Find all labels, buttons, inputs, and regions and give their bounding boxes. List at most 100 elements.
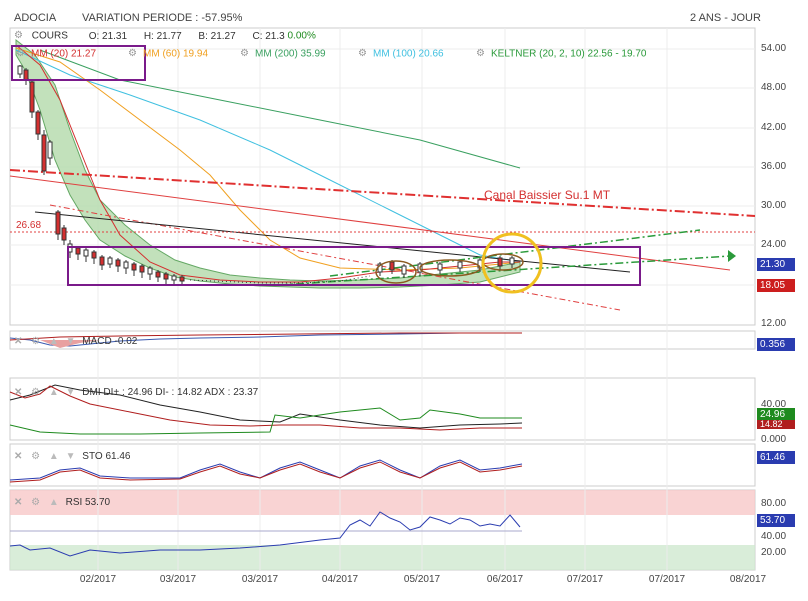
dmi-tick: 0.000 (761, 434, 787, 445)
dmi-title: DMI DI+ : 24.96 DI- : 14.82 ADX : 23.37 (82, 387, 259, 398)
indicator-mm20[interactable]: ⚙ MM (20) 21.27 (16, 48, 96, 60)
close-icon[interactable]: ✕ (14, 497, 23, 508)
close-icon[interactable]: ✕ (14, 336, 23, 347)
sto-title-row: ✕ ⚙ ▲ ▼ STO 61.46 (14, 451, 130, 462)
macd-title: MACD -0.02 (82, 336, 138, 347)
gear-icon[interactable]: ⚙ (476, 48, 485, 59)
arrow-up-icon[interactable]: ▲ (48, 451, 59, 462)
sto-d-line (9, 461, 523, 483)
quote-open: O: 21.31 (88, 30, 128, 42)
dmi-tick: 40.00 (761, 399, 787, 410)
sto-title: STO 61.46 (82, 451, 131, 462)
rsi-title: RSI 53.70 (65, 497, 111, 508)
macd-histogram (40, 340, 100, 348)
di-minus-line (9, 385, 522, 431)
gear-icon[interactable]: ⚙ (14, 30, 23, 41)
gear-icon[interactable]: ⚙ (128, 48, 137, 59)
rsi-line (9, 511, 521, 557)
gear-icon[interactable]: ⚙ (16, 48, 25, 59)
rsi-title-row: ✕ ⚙ ▲ RSI 53.70 (14, 497, 110, 508)
mm60-line (15, 47, 521, 271)
ticker-label: ADOCIA (14, 12, 57, 24)
price-tag-current: 21.30 (757, 258, 795, 271)
quote-row: ⚙ COURS O: 21.31 H: 21.77 B: 21.27 C: 21… (14, 30, 316, 42)
period-label[interactable]: 2 ANS - JOUR (690, 12, 761, 24)
indicator-mm20-label: MM (20) 21.27 (31, 48, 97, 60)
arrow-down-icon[interactable]: ▼ (65, 387, 76, 398)
price-tick: 24.00 (761, 239, 787, 250)
candle-dots (189, 275, 371, 284)
sto-tag: 61.46 (757, 451, 795, 464)
quote-close: C: 21.3 (252, 30, 285, 42)
indicator-mm60-label: MM (60) 19.94 (143, 48, 209, 60)
macd-title-row: ✕ ⚙ ▲ ▼ MACD -0.02 (14, 336, 137, 347)
rsi-tick: 80.00 (761, 498, 787, 509)
candlesticks (17, 65, 515, 285)
channel-annotation: Canal Baissier Su.1 MT (484, 188, 611, 202)
channel-lower-line (49, 204, 621, 311)
gear-icon[interactable]: ⚙ (31, 387, 41, 398)
dmi-title-row: ✕ ⚙ ▲ ▼ DMI DI+ : 24.96 DI- : 14.82 ADX … (14, 387, 258, 398)
x-tick: 02/2017 (79, 574, 117, 585)
quote-low: B: 21.27 (198, 30, 236, 42)
x-tick: 08/2017 (729, 574, 767, 585)
arrow-up-icon[interactable]: ▲ (48, 387, 59, 398)
arrow-up-icon[interactable]: ▲ (48, 336, 59, 347)
quote-high: H: 21.77 (143, 30, 182, 42)
gear-icon[interactable]: ⚙ (358, 48, 367, 59)
x-tick: 07/2017 (566, 574, 604, 585)
gear-icon[interactable]: ⚙ (240, 48, 249, 59)
vertical-grid (97, 28, 668, 570)
x-tick: 06/2017 (486, 574, 524, 585)
sto-k-line (9, 459, 523, 481)
x-tick: 04/2017 (321, 574, 359, 585)
indicator-mm60[interactable]: ⚙ MM (60) 19.94 (128, 48, 208, 60)
indicator-mm100[interactable]: ⚙ MM (100) 20.66 (358, 48, 444, 60)
consolidation-box (67, 246, 641, 286)
highlight-circle (481, 232, 543, 294)
keltner-band (15, 38, 521, 289)
macd-signal-line (9, 332, 522, 341)
pattern-ellipse-2 (419, 259, 481, 277)
resistance-line (34, 211, 631, 273)
variation-label: VARIATION PERIODE : -57.95% (82, 12, 243, 24)
price-tag-support: 18.05 (757, 279, 795, 292)
gear-icon[interactable]: ⚙ (31, 497, 41, 508)
x-tick: 03/2017 (159, 574, 197, 585)
price-tick: 30.00 (761, 200, 787, 211)
dmi-tag-plus: 24.96 (757, 408, 795, 421)
trend-arrow-icon (728, 250, 736, 262)
sto-panel (9, 443, 756, 487)
indicator-keltner[interactable]: ⚙ KELTNER (20, 2, 10) 22.56 - 19.70 (476, 48, 646, 60)
adx-line (9, 384, 523, 429)
price-tick: 48.00 (761, 82, 787, 93)
rsi-overbought-zone (10, 490, 755, 515)
x-tick: 05/2017 (403, 574, 441, 585)
arrow-down-icon[interactable]: ▼ (65, 451, 76, 462)
highlight-box-mm20 (11, 45, 146, 81)
quote-label: COURS (31, 30, 68, 42)
dmi-tag-minus: 14.82 (757, 420, 795, 429)
rsi-tick: 20.00 (761, 547, 787, 558)
indicator-keltner-label: KELTNER (20, 2, 10) 22.56 - 19.70 (491, 48, 647, 60)
gear-icon[interactable]: ⚙ (31, 451, 41, 462)
trend-line-upper (329, 229, 701, 277)
mm100-line (15, 49, 521, 263)
rsi-tag: 53.70 (757, 514, 795, 527)
gear-icon[interactable]: ⚙ (31, 336, 41, 347)
rsi-tick: 40.00 (761, 531, 787, 542)
mm20-line (15, 44, 520, 283)
level-annotation: 26.68 (16, 220, 42, 231)
x-tick: 03/2017 (241, 574, 279, 585)
mm200-line (39, 49, 521, 169)
indicator-mm200[interactable]: ⚙ MM (200) 35.99 (240, 48, 326, 60)
arrow-up-icon[interactable]: ▲ (48, 497, 59, 508)
price-tick: 12.00 (761, 318, 787, 329)
arrow-down-icon[interactable]: ▼ (65, 336, 76, 347)
close-icon[interactable]: ✕ (14, 451, 23, 462)
x-tick: 07/2017 (648, 574, 686, 585)
close-icon[interactable]: ✕ (14, 387, 23, 398)
macd-line (9, 332, 522, 347)
rsi-oversold-zone (10, 545, 755, 570)
